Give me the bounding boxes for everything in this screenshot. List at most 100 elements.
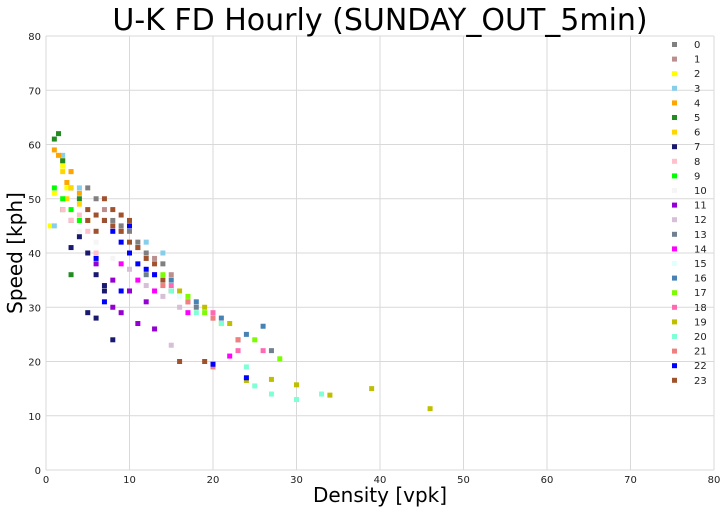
x-tick-label: 30 — [290, 475, 303, 486]
data-point — [101, 196, 107, 202]
legend-marker — [672, 231, 677, 237]
y-axis-label: Speed [kph] — [3, 192, 27, 314]
data-point — [160, 293, 166, 299]
legend-label: 17 — [694, 288, 707, 299]
y-tick-label: 20 — [28, 358, 41, 369]
data-point — [235, 337, 241, 343]
data-point — [76, 212, 82, 218]
data-point — [152, 272, 158, 278]
x-tick-label: 0 — [43, 475, 49, 486]
data-point — [152, 326, 158, 332]
data-point — [243, 377, 249, 383]
legend-marker — [672, 158, 677, 164]
data-point — [143, 283, 149, 289]
data-point — [93, 315, 99, 321]
series-14 — [118, 261, 233, 359]
data-point — [143, 272, 149, 278]
data-point — [268, 348, 274, 354]
legend-item: 17 — [672, 288, 707, 299]
x-tick-label: 40 — [374, 475, 387, 486]
data-point — [118, 288, 124, 294]
data-point — [47, 223, 53, 229]
legend-label: 2 — [694, 69, 700, 80]
legend-item: 5 — [672, 113, 700, 124]
data-point — [369, 386, 375, 392]
data-point — [168, 272, 174, 278]
data-point — [143, 239, 149, 245]
legend-marker — [672, 246, 677, 252]
data-point — [177, 288, 183, 294]
y-tick-label: 70 — [28, 86, 41, 97]
data-point — [185, 299, 191, 305]
data-point — [76, 185, 82, 191]
legend-item: 14 — [672, 244, 707, 255]
data-point — [218, 321, 224, 327]
data-point — [110, 228, 116, 234]
data-point — [56, 131, 62, 137]
legend-label: 4 — [694, 98, 700, 109]
data-point — [76, 217, 82, 223]
data-point — [135, 277, 141, 283]
data-point — [51, 185, 57, 191]
legend-marker — [672, 71, 677, 77]
data-point — [76, 234, 82, 240]
data-point — [118, 239, 124, 245]
legend-marker — [672, 115, 677, 120]
data-point — [168, 283, 174, 289]
legend-marker — [672, 42, 677, 47]
data-point — [260, 323, 266, 329]
data-point — [152, 288, 158, 294]
legend-label: 20 — [694, 332, 707, 343]
data-point — [260, 348, 266, 354]
legend-label: 3 — [694, 84, 700, 95]
legend-label: 13 — [694, 230, 707, 241]
data-point — [85, 310, 91, 316]
legend-marker — [672, 290, 677, 296]
legend-marker — [672, 173, 677, 179]
data-point — [268, 391, 274, 397]
data-point — [68, 217, 74, 223]
series-16 — [168, 277, 266, 337]
data-point — [252, 337, 258, 343]
data-point — [152, 261, 158, 267]
legend-item: 8 — [672, 157, 700, 168]
data-point — [127, 228, 132, 234]
data-point — [193, 304, 199, 310]
legend-label: 14 — [694, 244, 707, 255]
legend-label: 18 — [694, 303, 707, 314]
data-point — [118, 228, 124, 234]
data-point — [110, 217, 116, 223]
legend-label: 21 — [694, 347, 707, 358]
data-point — [160, 261, 166, 267]
data-point — [110, 223, 116, 229]
y-tick-label: 0 — [35, 466, 41, 477]
series-10 — [76, 228, 116, 261]
data-point — [135, 321, 141, 327]
legend-item: 11 — [672, 201, 707, 212]
data-point — [202, 304, 208, 310]
data-point — [185, 293, 191, 299]
data-point — [68, 272, 74, 278]
data-point — [101, 299, 107, 305]
data-point — [101, 288, 107, 294]
data-point — [143, 250, 149, 256]
y-tick-label: 60 — [28, 141, 41, 152]
data-point — [135, 261, 141, 267]
data-point — [68, 185, 74, 191]
y-tick-label: 10 — [28, 412, 41, 423]
data-point — [210, 364, 216, 370]
data-point — [277, 356, 283, 362]
data-point — [101, 217, 107, 223]
data-point — [60, 196, 66, 202]
legend-item: 1 — [672, 55, 700, 66]
data-point — [243, 364, 249, 370]
data-point — [118, 212, 124, 218]
legend-item: 18 — [672, 303, 707, 314]
data-point — [177, 304, 183, 310]
legend-label: 11 — [694, 201, 707, 212]
legend-marker — [672, 275, 677, 281]
data-point — [93, 228, 99, 234]
data-points — [47, 131, 433, 412]
legend-item: 3 — [672, 84, 700, 95]
